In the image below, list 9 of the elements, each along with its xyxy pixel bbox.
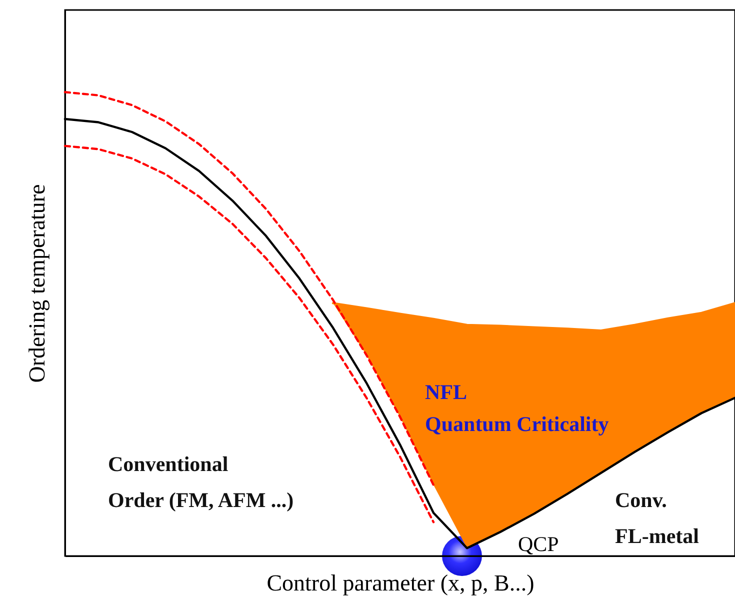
annotation: FL-metal xyxy=(615,524,700,548)
y-axis-title: Ordering temperature xyxy=(24,184,50,383)
annotation: Quantum Criticality xyxy=(425,412,610,436)
annotation: Conv. xyxy=(615,488,667,512)
x-axis-title: Control parameter (x, p, B...) xyxy=(266,570,534,596)
annotation: NFL xyxy=(425,380,467,404)
annotation: Order (FM, AFM ...) xyxy=(108,488,294,512)
annotation: Conventional xyxy=(108,452,228,476)
annotation: QCP xyxy=(518,532,559,556)
